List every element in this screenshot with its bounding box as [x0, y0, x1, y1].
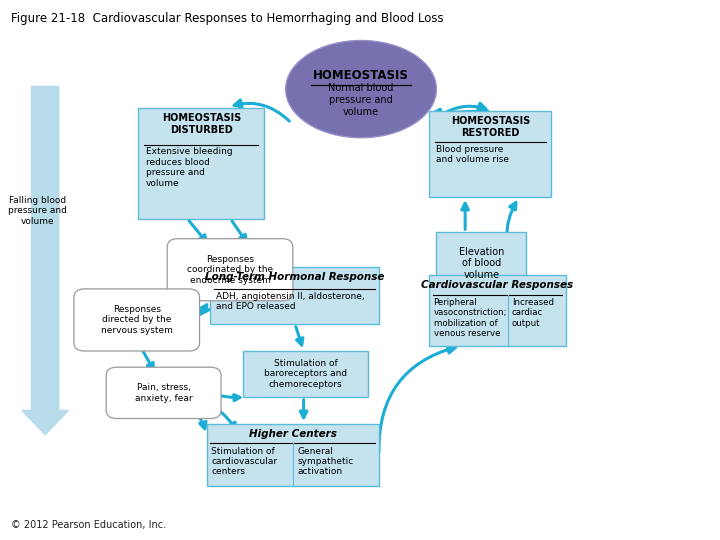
- FancyBboxPatch shape: [167, 239, 293, 301]
- Text: Elevation
of blood
volume: Elevation of blood volume: [459, 247, 504, 280]
- Text: Responses
directed by the
nervous system: Responses directed by the nervous system: [101, 305, 173, 335]
- Text: Stimulation of
cardiovascular
centers: Stimulation of cardiovascular centers: [211, 447, 277, 476]
- Text: Blood pressure
and volume rise: Blood pressure and volume rise: [436, 145, 510, 164]
- Text: HOMEOSTASIS: HOMEOSTASIS: [313, 69, 409, 82]
- Text: Extensive bleeding
reduces blood
pressure and
volume: Extensive bleeding reduces blood pressur…: [145, 147, 233, 187]
- Text: HOMEOSTASIS
RESTORED: HOMEOSTASIS RESTORED: [451, 116, 530, 138]
- FancyBboxPatch shape: [243, 351, 368, 397]
- FancyBboxPatch shape: [210, 267, 379, 324]
- Text: Pain, stress,
anxiety, fear: Pain, stress, anxiety, fear: [135, 383, 192, 402]
- Ellipse shape: [286, 40, 436, 138]
- FancyBboxPatch shape: [138, 108, 264, 219]
- Text: Cardiovascular Responses: Cardiovascular Responses: [421, 280, 574, 291]
- FancyBboxPatch shape: [207, 424, 379, 486]
- FancyArrow shape: [22, 86, 68, 435]
- Text: Peripheral
vasoconstriction;
mobilization of
venous reserve: Peripheral vasoconstriction; mobilizatio…: [433, 298, 507, 338]
- Text: Figure 21-18  Cardiovascular Responses to Hemorrhaging and Blood Loss: Figure 21-18 Cardiovascular Responses to…: [11, 12, 444, 25]
- Text: ADH, angiotensin II, aldosterone,
and EPO released: ADH, angiotensin II, aldosterone, and EP…: [216, 292, 364, 311]
- FancyBboxPatch shape: [106, 367, 221, 418]
- FancyBboxPatch shape: [436, 232, 526, 294]
- Text: HOMEOSTASIS
DISTURBED: HOMEOSTASIS DISTURBED: [162, 113, 241, 135]
- Text: © 2012 Pearson Education, Inc.: © 2012 Pearson Education, Inc.: [11, 520, 166, 530]
- FancyBboxPatch shape: [74, 289, 199, 351]
- Text: Stimulation of
baroreceptors and
chemoreceptors: Stimulation of baroreceptors and chemore…: [264, 359, 347, 389]
- Text: Higher Centers: Higher Centers: [249, 429, 337, 439]
- FancyBboxPatch shape: [429, 111, 552, 197]
- Text: General
sympathetic
activation: General sympathetic activation: [297, 447, 354, 476]
- Text: Responses
coordinated by the
endocrine system: Responses coordinated by the endocrine s…: [187, 255, 273, 285]
- FancyBboxPatch shape: [429, 275, 566, 346]
- Text: Increased
cardiac
output: Increased cardiac output: [512, 298, 554, 328]
- Text: Normal blood
pressure and
volume: Normal blood pressure and volume: [328, 83, 394, 117]
- Text: Long-Term Hormonal Response: Long-Term Hormonal Response: [205, 272, 384, 282]
- Text: Falling blood
pressure and
volume: Falling blood pressure and volume: [8, 195, 67, 226]
